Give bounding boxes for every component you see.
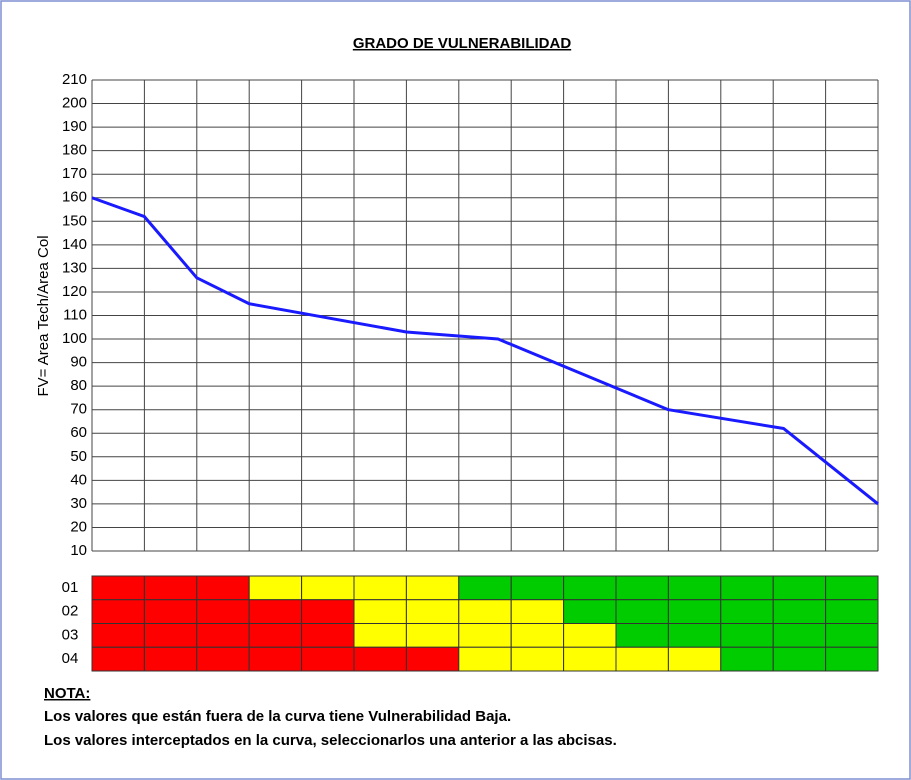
y-tick-label: 80 bbox=[70, 377, 87, 394]
y-tick-label: 200 bbox=[62, 95, 87, 112]
color-cell bbox=[510, 646, 565, 672]
chart-title: GRADO DE VULNERABILIDAD bbox=[353, 35, 572, 52]
color-cell bbox=[143, 599, 198, 624]
color-cell bbox=[405, 623, 460, 648]
color-cell bbox=[563, 599, 617, 624]
color-cell bbox=[615, 646, 669, 672]
color-cell bbox=[405, 599, 460, 624]
color-cell bbox=[615, 575, 669, 601]
y-tick-label: 50 bbox=[70, 448, 87, 465]
row-label: 04 bbox=[62, 650, 79, 667]
color-cell bbox=[458, 646, 512, 672]
color-cell bbox=[353, 623, 407, 648]
color-cell bbox=[772, 646, 827, 672]
row-label: 03 bbox=[62, 626, 79, 643]
color-cell bbox=[91, 646, 145, 672]
y-tick-label: 90 bbox=[70, 354, 87, 371]
color-cell bbox=[615, 599, 669, 624]
row-label: 02 bbox=[62, 603, 79, 620]
y-tick-label: 130 bbox=[62, 259, 87, 276]
note-line: Los valores interceptados en la curva, s… bbox=[44, 732, 617, 749]
color-cell bbox=[143, 623, 198, 648]
color-cell bbox=[772, 575, 827, 601]
y-tick-label: 60 bbox=[70, 424, 87, 441]
color-cell bbox=[301, 575, 355, 601]
y-tick-label: 30 bbox=[70, 495, 87, 512]
y-tick-label: 70 bbox=[70, 401, 87, 418]
color-cell bbox=[720, 623, 774, 648]
color-cell bbox=[772, 599, 827, 624]
note-heading: NOTA: bbox=[44, 685, 90, 702]
color-cell bbox=[143, 646, 198, 672]
y-axis-label: FV= Area Tech/Area Col bbox=[35, 235, 52, 396]
color-cell bbox=[510, 623, 565, 648]
color-cell bbox=[91, 599, 145, 624]
line bbox=[91, 196, 879, 506]
color-cell bbox=[720, 575, 774, 601]
color-cell bbox=[510, 575, 565, 601]
color-cell bbox=[615, 623, 669, 648]
color-cell bbox=[91, 623, 145, 648]
y-tick-label: 170 bbox=[62, 165, 87, 182]
color-cell bbox=[825, 646, 879, 672]
color-cell bbox=[772, 623, 827, 648]
color-cell bbox=[196, 575, 250, 601]
color-cell bbox=[563, 575, 617, 601]
note-line: Los valores que están fuera de la curva … bbox=[44, 708, 511, 725]
color-cell bbox=[248, 575, 303, 601]
color-cell bbox=[196, 623, 250, 648]
color-cell bbox=[510, 599, 565, 624]
color-cell bbox=[825, 623, 879, 648]
y-tick-label: 140 bbox=[62, 236, 87, 253]
color-cell bbox=[458, 623, 512, 648]
color-cell bbox=[248, 599, 303, 624]
color-cell bbox=[458, 599, 512, 624]
y-tick-label: 110 bbox=[63, 306, 87, 323]
y-tick-label: 210 bbox=[62, 71, 87, 88]
color-cell bbox=[667, 599, 722, 624]
color-cell bbox=[563, 646, 617, 672]
color-cell bbox=[825, 599, 879, 624]
color-cell bbox=[667, 575, 722, 601]
color-cell bbox=[353, 646, 407, 672]
y-tick-label: 190 bbox=[62, 118, 87, 135]
color-cell bbox=[301, 599, 355, 624]
color-cell bbox=[720, 646, 774, 672]
color-cell bbox=[143, 575, 198, 601]
color-cell bbox=[248, 623, 303, 648]
color-cell bbox=[720, 599, 774, 624]
y-tick-label: 150 bbox=[62, 212, 87, 229]
color-cell bbox=[196, 646, 250, 672]
y-tick-label: 100 bbox=[62, 330, 87, 347]
color-cell bbox=[196, 599, 250, 624]
y-tick-label: 120 bbox=[62, 283, 87, 300]
y-tick-label: 180 bbox=[62, 142, 87, 159]
color-cell bbox=[91, 575, 145, 601]
y-tick-label: 40 bbox=[70, 471, 87, 488]
color-cell bbox=[405, 575, 460, 601]
color-cell bbox=[353, 575, 407, 601]
color-cell bbox=[458, 575, 512, 601]
color-cell bbox=[301, 646, 355, 672]
y-tick-label: 160 bbox=[62, 189, 87, 206]
row-label: 01 bbox=[62, 579, 79, 596]
color-cell bbox=[248, 646, 303, 672]
color-cell bbox=[301, 623, 355, 648]
color-cell bbox=[825, 575, 879, 601]
color-cell bbox=[667, 646, 722, 672]
color-cell bbox=[405, 646, 460, 672]
y-tick-label: 20 bbox=[70, 518, 87, 535]
color-cell bbox=[353, 599, 407, 624]
color-cell bbox=[667, 623, 722, 648]
y-tick-label: 10 bbox=[70, 542, 87, 559]
color-cell bbox=[563, 623, 617, 648]
